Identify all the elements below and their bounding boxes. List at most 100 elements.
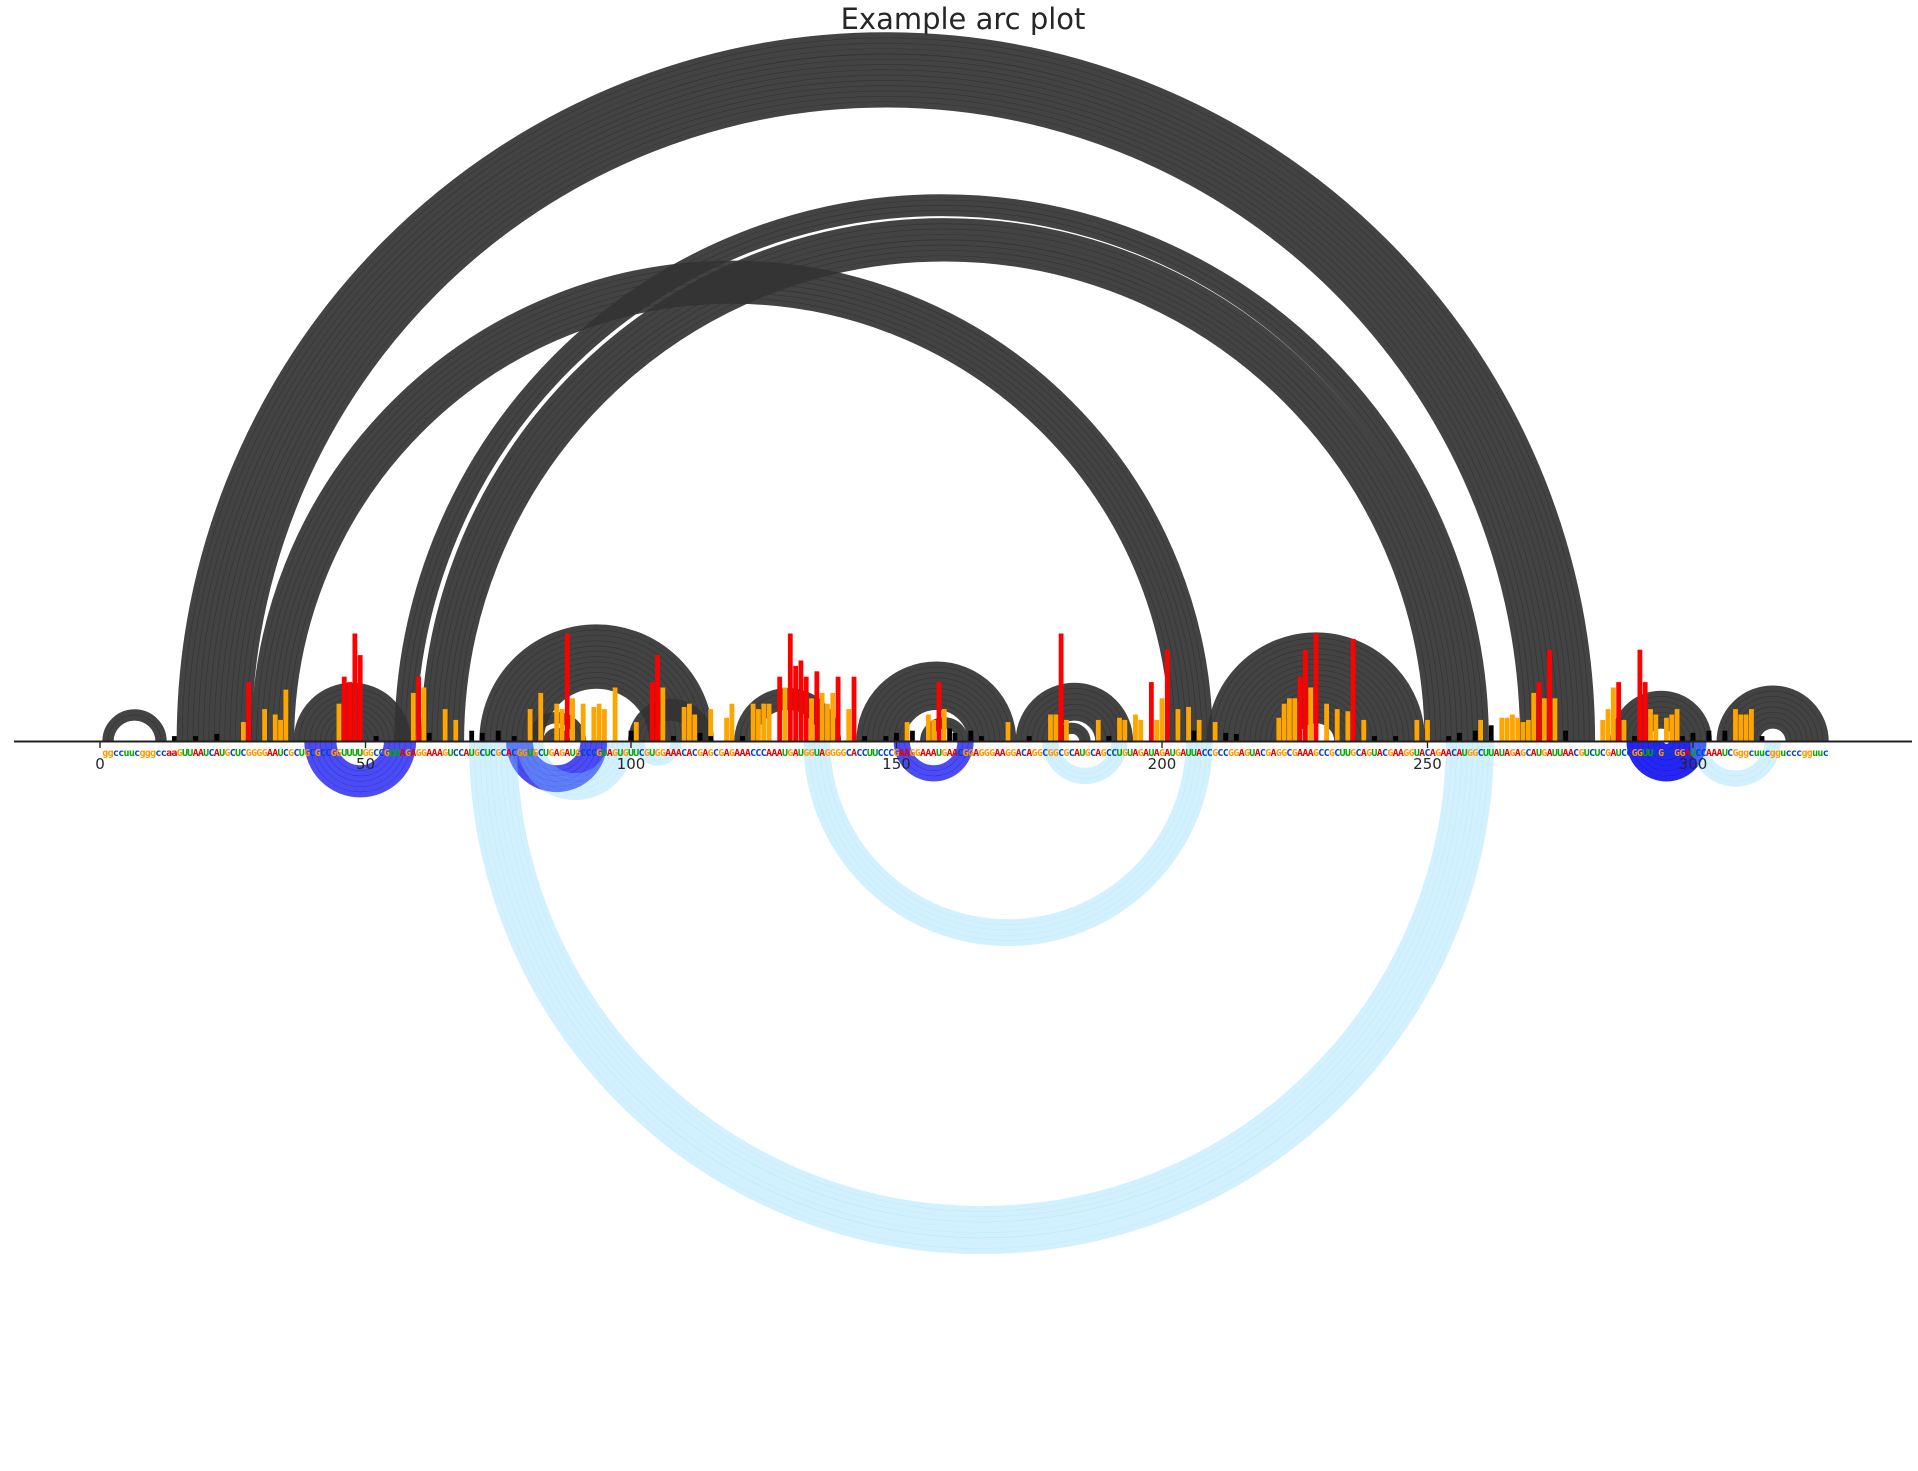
reactivity-bar-141 — [968, 730, 974, 742]
nucleotide-80: G — [522, 748, 528, 759]
arc-top-1-3 — [192, 48, 1580, 742]
nucleotide-218: A — [1255, 748, 1261, 759]
nucleotide-36: G — [288, 748, 294, 759]
reactivity-bar-122 — [193, 736, 198, 742]
nucleotide-152: A — [904, 748, 910, 759]
nucleotide-196: G — [1138, 748, 1144, 759]
reactivity-bar-132 — [697, 732, 703, 742]
reactivity-bar-139 — [947, 728, 952, 742]
arc-top-6-4 — [442, 239, 1447, 742]
nucleotide-72: C — [479, 748, 485, 759]
nucleotide-51: G — [368, 748, 374, 759]
nucleotide-251: A — [1430, 748, 1436, 759]
nucleotide-23: U — [219, 748, 225, 759]
nucleotide-10: g — [150, 748, 156, 759]
nucleotide-210: G — [1212, 748, 1218, 759]
arc-bottom-4-1 — [474, 741, 1489, 1249]
nucleotide-158: U — [936, 748, 942, 759]
reactivity-bar-30 — [660, 687, 666, 742]
nucleotide-81: U — [527, 748, 533, 759]
reactivity-bar-54 — [851, 676, 857, 742]
nucleotide-154: G — [915, 748, 921, 759]
arc-bottom-5-3 — [819, 741, 1197, 931]
nucleotide-249: A — [1419, 748, 1425, 759]
nucleotide-117: G — [718, 748, 724, 759]
nucleotide-306: U — [1722, 748, 1728, 759]
arc-top-14-0 — [1015, 682, 1134, 742]
nucleotide-290: G — [1637, 748, 1643, 759]
nucleotide-176: G — [1032, 748, 1038, 759]
nucleotide-39: G — [304, 748, 310, 759]
arc-bottom-7-0 — [633, 741, 682, 766]
nucleotide-66: U — [447, 748, 453, 759]
nucleotide-35: C — [283, 748, 289, 759]
arc-top-20-1 — [1721, 690, 1824, 742]
reactivity-bar-14 — [442, 709, 448, 742]
reactivity-bar-131 — [671, 736, 676, 742]
reactivity-bar-35 — [724, 717, 729, 742]
arc-top-6-1 — [426, 223, 1463, 742]
nucleotide-252: G — [1435, 748, 1441, 759]
arc-top-1-6 — [208, 64, 1564, 742]
nucleotide-160: A — [947, 748, 953, 759]
nucleotide-271: U — [1536, 748, 1542, 759]
nucleotide-235: U — [1345, 748, 1351, 759]
arc-top-19-4 — [1631, 711, 1691, 742]
nucleotide-125: C — [761, 748, 767, 759]
reactivity-bar-38 — [756, 709, 761, 742]
reactivity-bar-85 — [1313, 633, 1319, 742]
nucleotide-60: G — [416, 748, 422, 759]
reactivity-bar-104 — [1552, 698, 1558, 742]
nucleotide-288: C — [1626, 748, 1632, 759]
nucleotide-208: C — [1201, 748, 1207, 759]
reactivity-bar-13 — [421, 687, 427, 742]
nucleotide-106: G — [660, 748, 666, 759]
arc-bottom-5-2 — [814, 741, 1202, 936]
reactivity-bar-144 — [1106, 736, 1112, 742]
nucleotide-248: U — [1414, 748, 1420, 759]
reactivity-bar-110 — [1637, 649, 1643, 742]
nucleotide-77: A — [506, 748, 512, 759]
nucleotide-285: A — [1610, 748, 1616, 759]
nucleotide-38: U — [299, 748, 305, 759]
nucleotide-234: U — [1340, 748, 1346, 759]
nucleotide-53: C — [378, 748, 384, 759]
nucleotide-112: C — [692, 748, 698, 759]
nucleotide-187: C — [1090, 748, 1096, 759]
arc-top-14-4 — [1036, 704, 1112, 742]
reactivity-bar-65 — [1095, 719, 1101, 742]
arc-top-19-2 — [1620, 701, 1702, 742]
x-tick-label-250: 250 — [1413, 755, 1442, 773]
nucleotide-94: G — [596, 748, 602, 759]
nucleotide-311: c — [1748, 748, 1754, 759]
nucleotide-281: C — [1589, 748, 1595, 759]
nucleotide-322: g — [1807, 748, 1813, 759]
nucleotide-195: A — [1132, 748, 1138, 759]
reactivity-bar-156 — [1679, 736, 1685, 742]
reactivity-bar-78 — [1276, 717, 1282, 742]
reactivity-bar-113 — [1653, 714, 1659, 742]
nucleotide-173: A — [1016, 748, 1022, 759]
arc-top-12-2 — [866, 672, 1006, 742]
nucleotide-179: G — [1047, 748, 1053, 759]
arc-top-20-7 — [1753, 722, 1792, 742]
reactivity-bar-17 — [538, 692, 544, 742]
nucleotide-109: A — [676, 748, 682, 759]
arc-bottom-2-2 — [904, 741, 964, 771]
chart-title: Example arc plot — [841, 2, 1086, 36]
arc-top-6-6 — [452, 249, 1436, 742]
arc-top-12-3 — [872, 677, 1001, 742]
nucleotide-122: A — [745, 748, 751, 759]
arc-top-7-0 — [479, 624, 714, 742]
nucleotide-198: U — [1148, 748, 1154, 759]
reactivity-bar-62 — [1053, 714, 1059, 742]
nucleotide-319: c — [1791, 748, 1797, 759]
arc-bottom-5-4 — [824, 741, 1192, 925]
arc-bottom-8-1 — [1047, 741, 1123, 779]
nucleotide-137: G — [824, 748, 830, 759]
nucleotide-296: C — [1669, 748, 1675, 759]
arc-bottom-7-1 — [638, 741, 677, 761]
nucleotide-299: A — [1685, 748, 1691, 759]
reactivity-bar-149 — [1393, 736, 1399, 742]
